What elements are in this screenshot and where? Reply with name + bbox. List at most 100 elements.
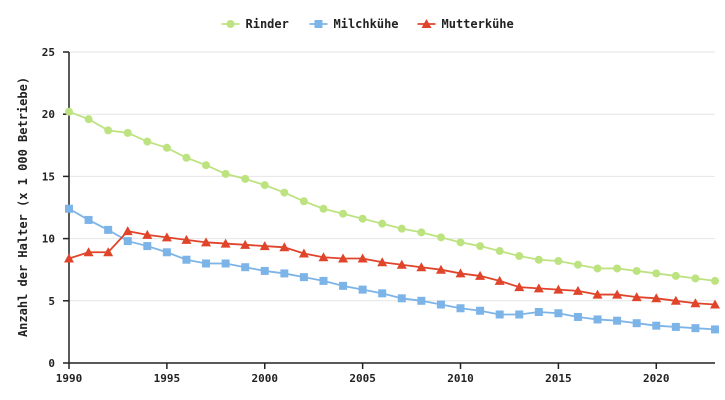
- data-point: [319, 276, 328, 285]
- data-point: [358, 214, 367, 223]
- legend-marker: [314, 20, 323, 28]
- data-point: [456, 304, 465, 313]
- data-point: [691, 324, 700, 333]
- series-line: [68, 110, 716, 282]
- data-point: [435, 264, 446, 274]
- data-point: [436, 300, 445, 309]
- data-point: [671, 322, 680, 331]
- x-axis-ticks: 1990 1995 2000 2005 2010 2015 2020: [56, 363, 670, 385]
- data-point: [613, 264, 622, 273]
- series-line: [68, 230, 716, 306]
- data-point: [202, 259, 211, 268]
- series-milchkühe: [65, 204, 719, 334]
- data-point: [143, 242, 152, 251]
- data-point: [378, 289, 387, 298]
- data-point: [202, 161, 211, 170]
- data-point: [691, 274, 700, 283]
- data-point: [456, 238, 465, 247]
- y-tick-label: 0: [48, 357, 55, 370]
- data-point: [221, 259, 230, 268]
- data-point: [319, 204, 328, 213]
- data-point: [123, 128, 132, 137]
- data-point: [142, 229, 153, 239]
- data-point: [280, 188, 289, 197]
- data-point: [84, 215, 93, 224]
- data-point: [104, 126, 113, 135]
- data-point: [613, 316, 622, 325]
- data-point: [318, 252, 329, 262]
- data-point: [515, 310, 524, 319]
- data-point: [241, 174, 250, 183]
- data-point: [651, 293, 662, 303]
- data-point: [103, 247, 114, 257]
- data-point: [476, 306, 485, 315]
- data-point: [339, 281, 348, 290]
- data-point: [534, 307, 543, 316]
- legend-item-milchkühe[interactable]: Milchkühe: [309, 17, 399, 31]
- data-point: [652, 269, 661, 278]
- data-point: [494, 275, 505, 285]
- data-point: [279, 242, 290, 252]
- data-point: [201, 237, 212, 247]
- data-point: [397, 294, 406, 303]
- y-tick-label: 20: [42, 108, 55, 121]
- y-axis-title: Anzahl der Halter (x 1 000 Betriebe): [16, 77, 30, 337]
- data-point: [162, 143, 171, 152]
- data-point: [260, 181, 269, 190]
- data-point: [495, 310, 504, 319]
- y-tick-label: 25: [42, 46, 55, 59]
- data-point: [260, 266, 269, 275]
- data-point: [573, 312, 582, 321]
- data-point: [339, 209, 348, 218]
- data-point: [299, 273, 308, 282]
- y-tick-label: 15: [42, 170, 55, 183]
- data-point: [64, 253, 74, 263]
- data-point: [515, 252, 524, 261]
- data-point: [358, 285, 367, 294]
- x-tick-label: 2010: [447, 372, 474, 385]
- data-point: [711, 325, 719, 334]
- data-point: [572, 285, 583, 295]
- legend[interactable]: Rinder Milchkühe Mutterkühe: [221, 17, 514, 31]
- data-point: [280, 269, 289, 278]
- data-point: [554, 256, 563, 265]
- data-point: [220, 238, 231, 248]
- data-point: [652, 321, 661, 330]
- data-point: [671, 271, 680, 280]
- data-point: [690, 298, 701, 308]
- data-point: [259, 241, 270, 251]
- y-tick-label: 10: [42, 233, 55, 246]
- data-point: [416, 262, 427, 272]
- axes: [68, 52, 715, 364]
- data-point: [632, 266, 641, 275]
- data-point: [357, 253, 368, 263]
- data-point: [299, 197, 308, 206]
- data-point: [221, 169, 230, 178]
- legend-item-mutterkühe[interactable]: Mutterkühe: [417, 17, 514, 31]
- data-point: [670, 295, 681, 305]
- x-tick-label: 2000: [252, 372, 279, 385]
- series-layer: [64, 107, 720, 334]
- data-point: [553, 284, 564, 294]
- data-point: [338, 253, 349, 263]
- data-point: [182, 153, 191, 162]
- series-rinder: [65, 107, 719, 285]
- legend-item-rinder[interactable]: Rinder: [221, 17, 289, 31]
- data-point: [162, 248, 171, 257]
- data-point: [534, 255, 543, 264]
- data-point: [83, 247, 94, 257]
- data-point: [593, 264, 602, 273]
- data-point: [240, 239, 251, 249]
- data-point: [181, 234, 192, 244]
- data-point: [396, 259, 407, 269]
- series-line: [68, 207, 716, 331]
- y-axis-ticks: 0 5 10 15 20 25: [42, 46, 69, 370]
- data-point: [612, 289, 623, 299]
- data-point: [161, 232, 172, 242]
- data-point: [122, 226, 133, 236]
- x-tick-label: 1990: [56, 372, 83, 385]
- data-point: [104, 225, 113, 234]
- data-point: [123, 237, 132, 246]
- x-tick-label: 2005: [349, 372, 376, 385]
- legend-label: Rinder: [246, 17, 289, 31]
